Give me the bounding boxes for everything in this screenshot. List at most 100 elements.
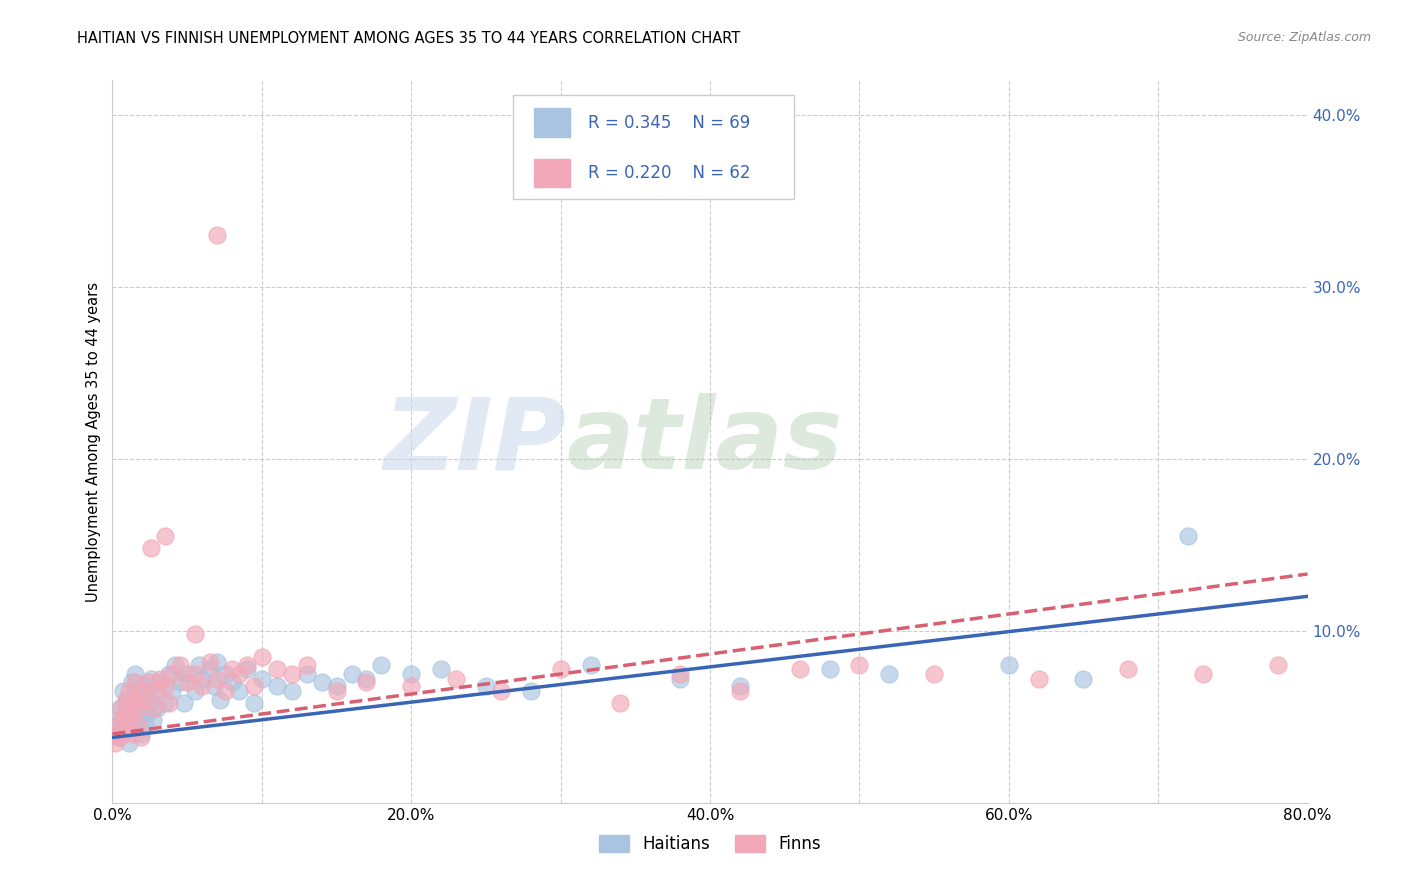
Point <box>789 662 811 676</box>
Point <box>118 684 141 698</box>
Point <box>122 701 145 715</box>
Point <box>489 684 512 698</box>
Point <box>165 658 187 673</box>
Point <box>117 692 139 706</box>
Point <box>295 658 318 673</box>
Point <box>205 228 228 243</box>
Point <box>236 662 259 676</box>
Point <box>191 672 214 686</box>
Point <box>129 727 152 741</box>
Point <box>108 731 131 745</box>
Point <box>169 658 191 673</box>
Point <box>131 684 153 698</box>
Point <box>118 735 141 749</box>
Point <box>818 662 841 676</box>
Point <box>1177 529 1199 543</box>
Point <box>879 666 901 681</box>
Point <box>1267 658 1289 673</box>
Point <box>1073 672 1095 686</box>
Point <box>198 655 221 669</box>
Point <box>138 675 160 690</box>
Point <box>153 696 176 710</box>
Point <box>475 679 498 693</box>
Point <box>325 679 347 693</box>
Point <box>121 675 143 690</box>
Point <box>998 658 1021 673</box>
Point <box>430 662 453 676</box>
Point <box>214 684 236 698</box>
Point <box>110 710 132 724</box>
Point <box>669 666 692 681</box>
Point <box>120 713 142 727</box>
Point <box>228 666 250 681</box>
Point <box>124 666 146 681</box>
Point <box>176 666 198 681</box>
Point <box>114 723 135 738</box>
Point <box>134 718 156 732</box>
Point <box>728 679 751 693</box>
Point <box>356 675 378 690</box>
Point <box>550 662 572 676</box>
Text: atlas: atlas <box>567 393 844 490</box>
Point <box>191 679 214 693</box>
Point <box>221 662 243 676</box>
Point <box>266 662 288 676</box>
Point <box>127 710 149 724</box>
Point <box>188 658 211 673</box>
Point <box>183 666 205 681</box>
Point <box>115 692 138 706</box>
Point <box>135 679 157 693</box>
Point <box>169 675 191 690</box>
Point <box>311 675 333 690</box>
Point <box>183 684 205 698</box>
Text: ZIP: ZIP <box>384 393 567 490</box>
Point <box>669 672 692 686</box>
Point <box>107 731 129 745</box>
Point <box>183 627 205 641</box>
Point <box>142 713 165 727</box>
Point <box>221 675 243 690</box>
Point <box>266 679 288 693</box>
Point <box>153 529 176 543</box>
Point <box>1028 672 1050 686</box>
Point <box>520 684 543 698</box>
Point <box>205 655 228 669</box>
Point <box>105 718 128 732</box>
Point <box>141 541 163 556</box>
Y-axis label: Unemployment Among Ages 35 to 44 years: Unemployment Among Ages 35 to 44 years <box>86 282 101 601</box>
Point <box>124 675 146 690</box>
Point <box>202 679 225 693</box>
Point <box>128 696 150 710</box>
Point <box>848 658 870 673</box>
Point <box>108 701 131 715</box>
Point <box>149 675 172 690</box>
Point <box>236 658 259 673</box>
Point <box>104 727 127 741</box>
Point <box>281 666 304 681</box>
Point <box>162 684 183 698</box>
Point <box>243 696 266 710</box>
Point <box>370 658 392 673</box>
Point <box>131 689 153 703</box>
Point <box>162 666 183 681</box>
Point <box>173 696 195 710</box>
Point <box>111 710 134 724</box>
Text: R = 0.220    N = 62: R = 0.220 N = 62 <box>588 164 751 182</box>
Point <box>138 706 160 721</box>
Point <box>356 672 378 686</box>
Point <box>325 684 347 698</box>
Legend: Haitians, Finns: Haitians, Finns <box>592 828 828 860</box>
FancyBboxPatch shape <box>534 109 571 136</box>
Point <box>120 706 142 721</box>
Point <box>105 727 128 741</box>
Point <box>122 727 145 741</box>
FancyBboxPatch shape <box>534 159 571 187</box>
Point <box>127 718 149 732</box>
Text: HAITIAN VS FINNISH UNEMPLOYMENT AMONG AGES 35 TO 44 YEARS CORRELATION CHART: HAITIAN VS FINNISH UNEMPLOYMENT AMONG AG… <box>77 31 741 46</box>
Point <box>205 672 228 686</box>
Point <box>115 696 138 710</box>
Point <box>121 696 143 710</box>
Point <box>111 684 134 698</box>
Point <box>281 684 304 698</box>
Text: Source: ZipAtlas.com: Source: ZipAtlas.com <box>1237 31 1371 45</box>
